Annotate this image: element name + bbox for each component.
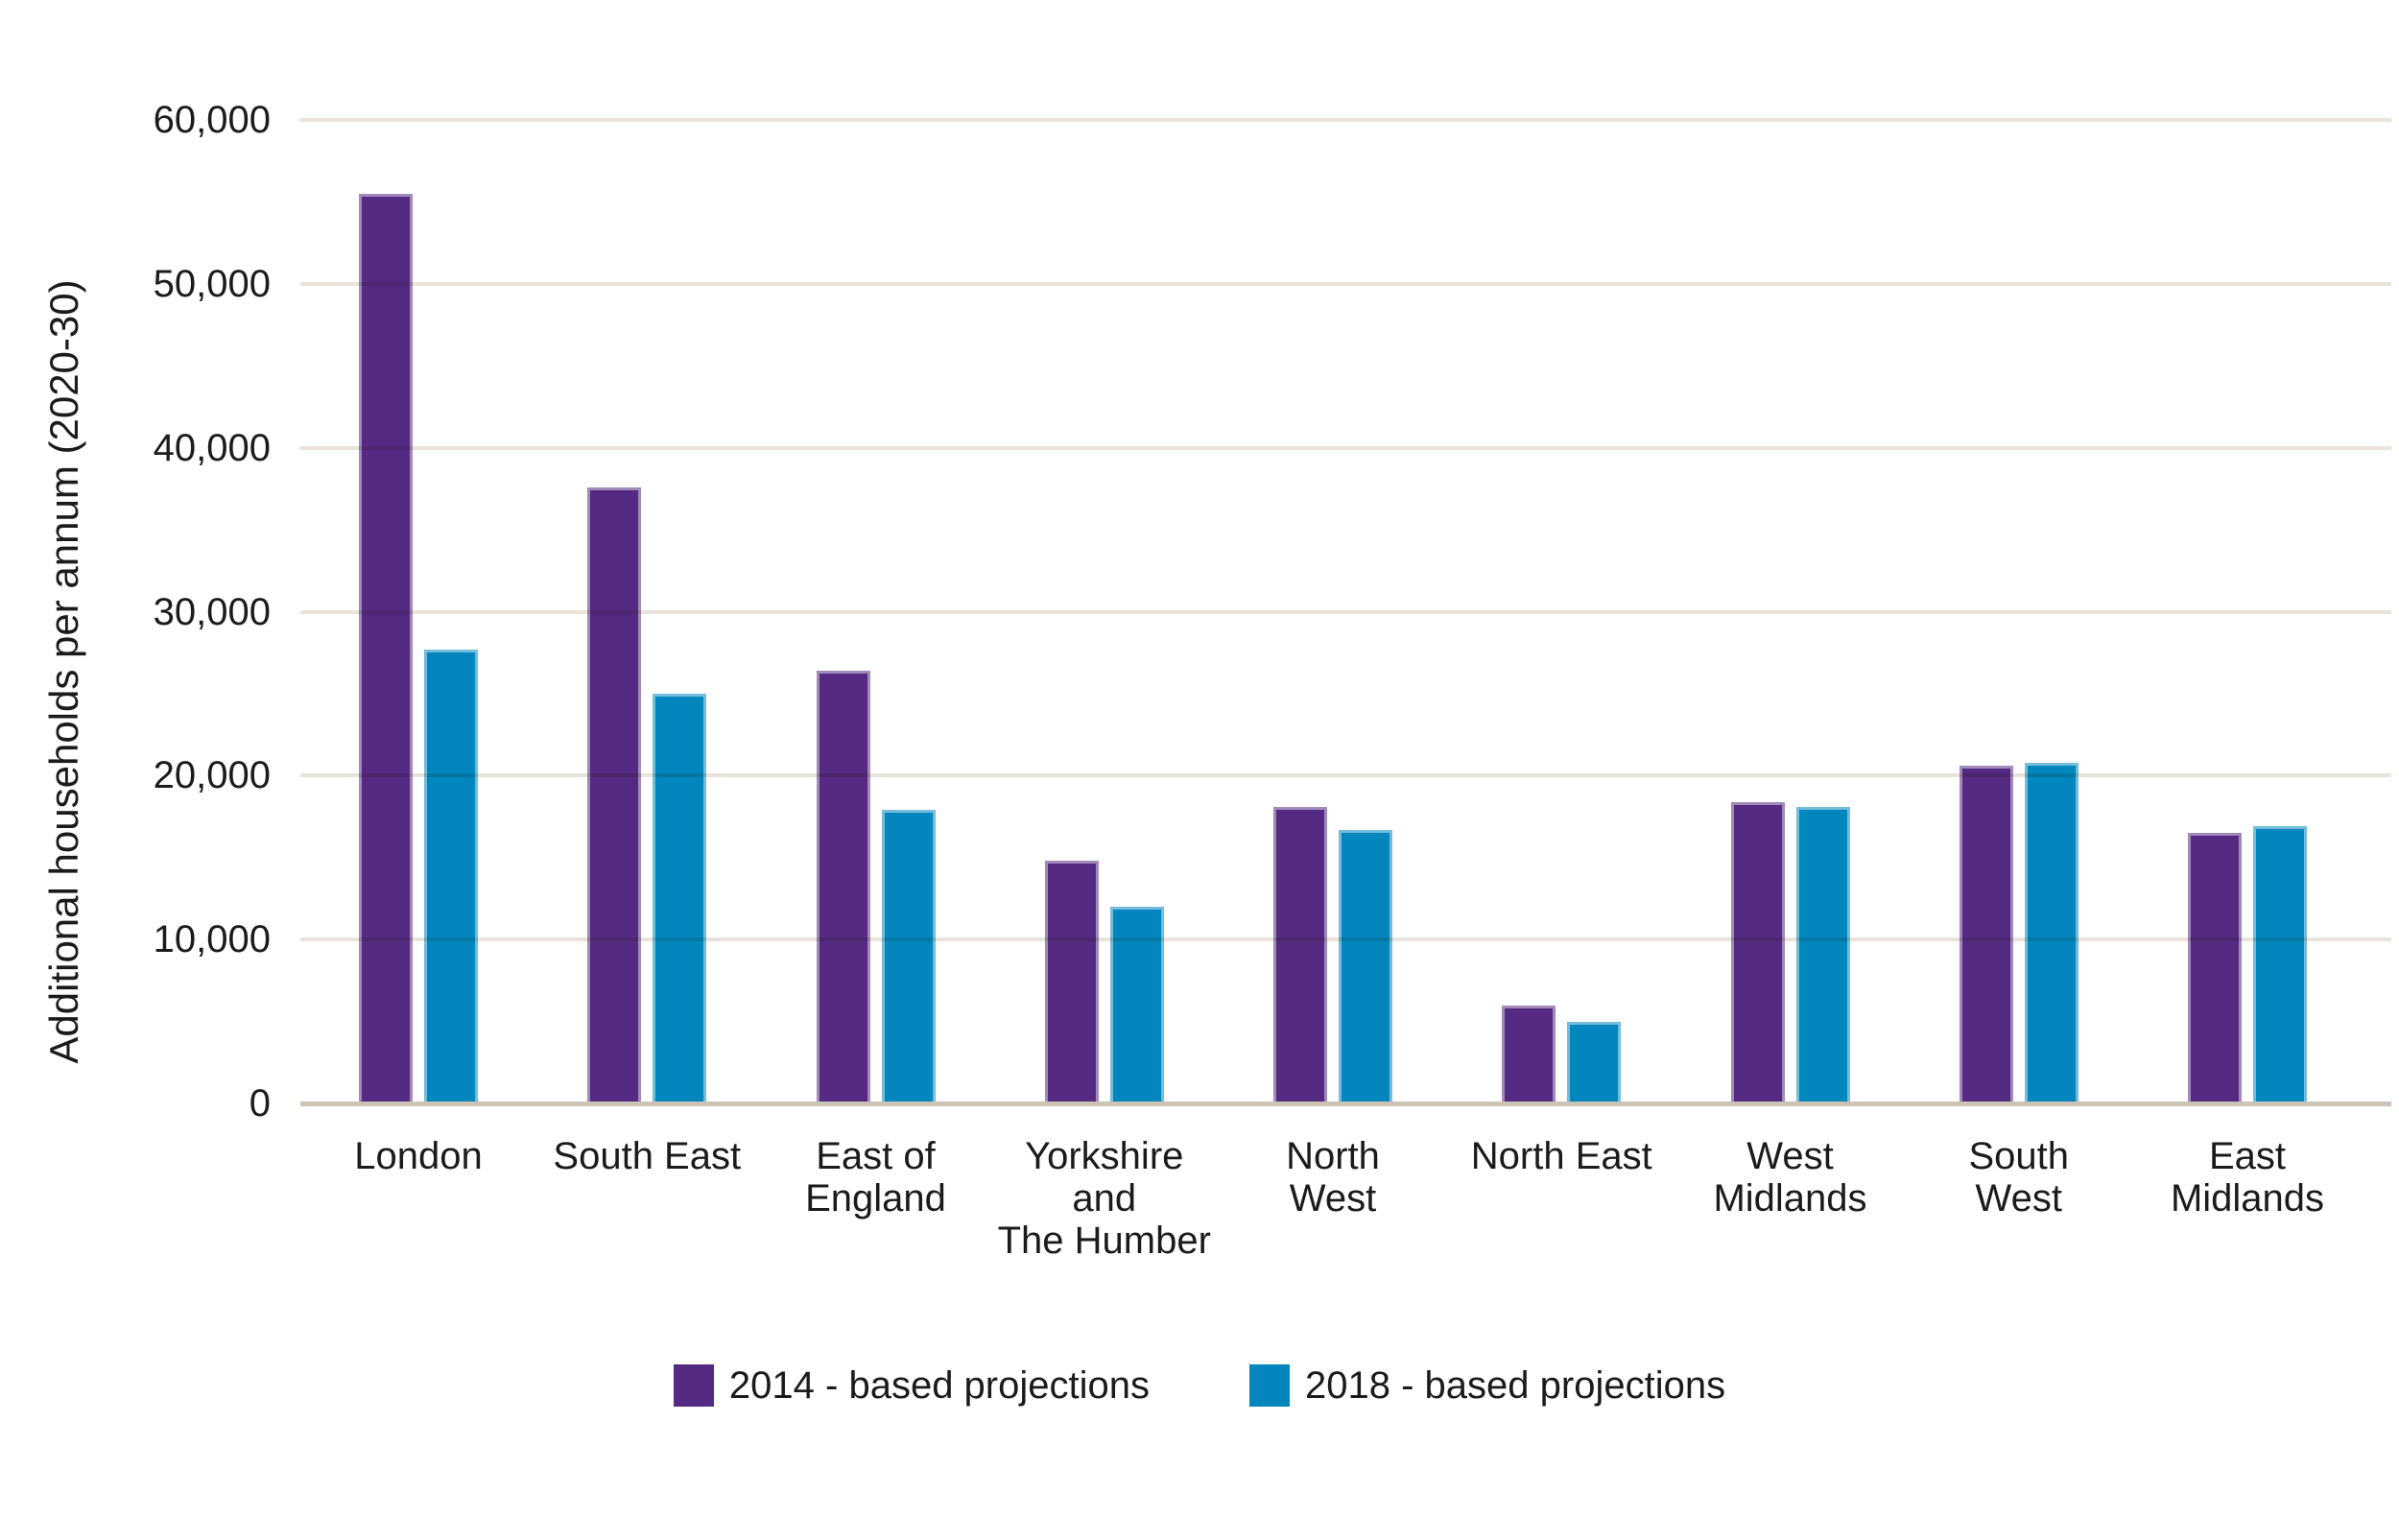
- x-label-west-midlands: West Midlands: [1713, 1135, 1867, 1220]
- x-label-north-west: North West: [1286, 1135, 1380, 1220]
- gridline-60-000: [300, 118, 2391, 122]
- legend-swatch-2018: [1249, 1364, 1290, 1407]
- y-tick-40-000: 40,000: [153, 426, 271, 469]
- bar-west-midlands-2014: [1730, 801, 1785, 1103]
- x-label-north-east: North East: [1470, 1135, 1652, 1177]
- y-tick-0: 0: [249, 1082, 271, 1125]
- gridline-40-000: [300, 445, 2391, 450]
- legend-swatch-2014: [673, 1364, 714, 1407]
- gridline-30-000: [300, 609, 2391, 614]
- gridline-10-000: [300, 937, 2391, 942]
- bar-east-of-england-2014: [816, 671, 870, 1103]
- y-tick-30-000: 30,000: [153, 590, 271, 633]
- legend-label-2018: 2018 - based projections: [1305, 1364, 1726, 1407]
- y-tick-10-000: 10,000: [153, 918, 271, 961]
- x-label-south-east: South East: [553, 1135, 742, 1177]
- bar-east-midlands-2014: [2188, 833, 2242, 1103]
- gridline-50-000: [300, 281, 2391, 286]
- plot-area: [300, 118, 2391, 1103]
- bar-east-midlands-2018: [2253, 826, 2307, 1103]
- bar-south-east-2018: [653, 693, 707, 1103]
- bar-north-west-2014: [1273, 806, 1327, 1103]
- x-label-london: London: [354, 1135, 483, 1177]
- legend-item-2014: 2014 - based projections: [673, 1364, 1150, 1407]
- bar-london-2018: [424, 649, 478, 1103]
- x-label-east-midlands: East Midlands: [2170, 1135, 2325, 1220]
- bar-north-east-2014: [1502, 1005, 1556, 1103]
- legend-label-2014: 2014 - based projections: [728, 1364, 1150, 1407]
- bar-south-west-2018: [2024, 762, 2078, 1103]
- y-tick-60-000: 60,000: [153, 99, 271, 141]
- y-tick-50-000: 50,000: [153, 262, 271, 305]
- y-tick-20-000: 20,000: [153, 754, 271, 797]
- bar-yorkshire-and-the-humber-2014: [1044, 861, 1099, 1103]
- y-axis-ticks: 60,000 50,000 40,000 30,000 20,000 10,000 0: [0, 0, 271, 1540]
- bar-east-of-england-2018: [881, 810, 936, 1103]
- bar-yorkshire-and-the-humber-2018: [1109, 907, 1164, 1103]
- x-label-yorkshire-and-the-humber: Yorkshire and The Humber: [997, 1135, 1211, 1262]
- x-label-east-of-england: East of England: [805, 1135, 946, 1220]
- bar-north-west-2018: [1339, 829, 1392, 1103]
- bar-south-west-2014: [1959, 766, 2013, 1103]
- x-axis-line: [300, 1102, 2391, 1106]
- legend-item-2018: 2018 - based projections: [1249, 1364, 1725, 1407]
- gridline-20-000: [300, 773, 2391, 778]
- bar-north-east-2018: [1567, 1021, 1622, 1103]
- x-label-south-west: South West: [1968, 1135, 2070, 1220]
- bar-south-east-2014: [587, 486, 642, 1103]
- legend: 2014 - based projections 2018 - based pro…: [0, 1364, 2399, 1407]
- bar-london-2014: [359, 193, 413, 1103]
- bar-west-midlands-2018: [1795, 806, 1850, 1103]
